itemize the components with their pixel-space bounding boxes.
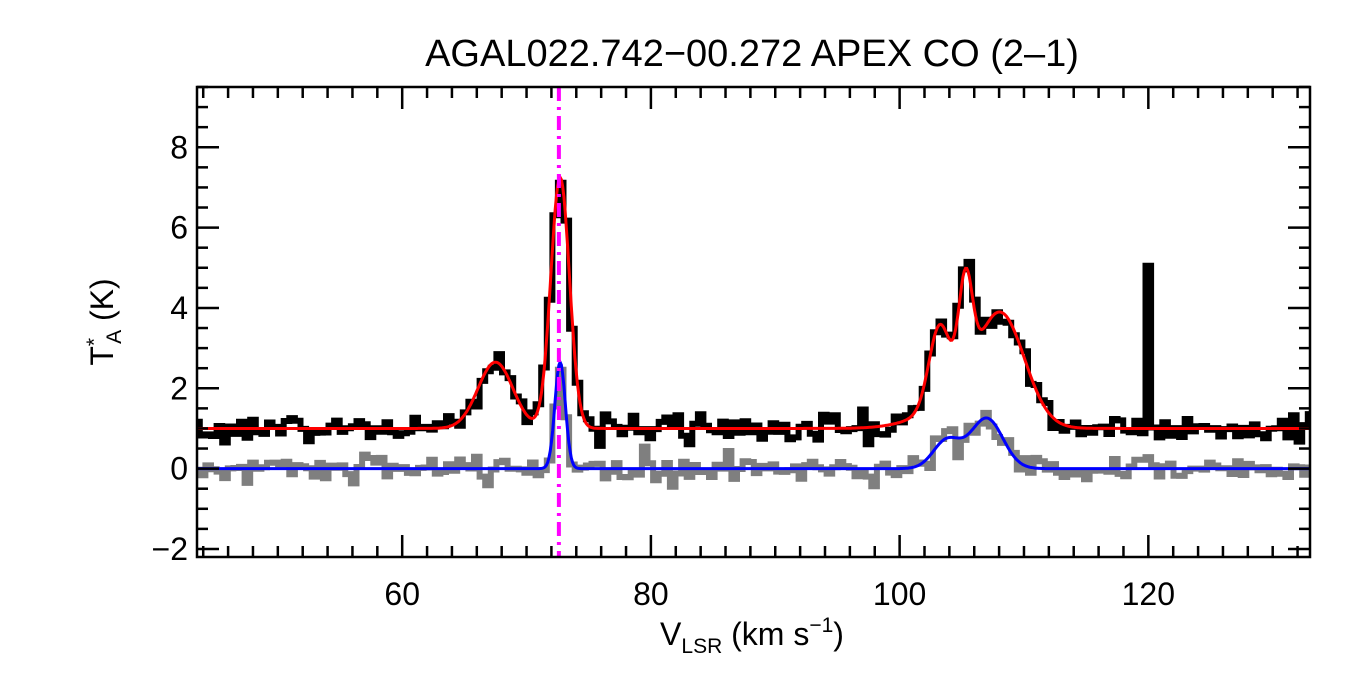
second-fit-line [197,358,1310,471]
y-axis-label-unit: (K) [84,278,120,330]
chart-title: AGAL022.742−00.272 APEX CO (2–1) [425,33,1079,75]
y-tick-labels: −2 0 2 4 6 8 [152,129,188,567]
axis-ticks [197,85,1310,557]
plot-frame [195,85,1312,559]
x-tick-label: 120 [1122,576,1175,612]
y-tick-label: 0 [170,451,188,487]
y-axis-label-main: T [84,346,120,366]
y-axis-label-sub: A [103,330,126,344]
x-axis-label-unit: (km s [722,616,809,652]
x-axis-label: VLSR (km s−1) [660,614,844,658]
plot-area [197,87,1310,557]
x-axis-label-close: ) [833,616,844,652]
y-tick-label: 4 [170,290,188,326]
x-axis-label-sup: −1 [809,614,833,637]
y-axis-label: T*A (K) [83,278,126,365]
y-tick-label: −2 [152,531,188,567]
x-tick-label: 80 [633,576,669,612]
y-tick-label: 8 [170,129,188,165]
x-tick-label: 60 [384,576,420,612]
y-tick-label: 6 [170,210,188,246]
observed-fit-line [197,174,1310,430]
x-axis-label-sub: LSR [681,635,722,658]
y-tick-label: 2 [170,370,188,406]
second-spectrum-series [197,366,1310,490]
x-tick-label: 100 [873,576,926,612]
x-axis-label-main: V [660,616,682,652]
y-axis-label-sup: * [83,338,106,346]
x-tick-labels: 60 80 100 120 [384,576,1175,612]
